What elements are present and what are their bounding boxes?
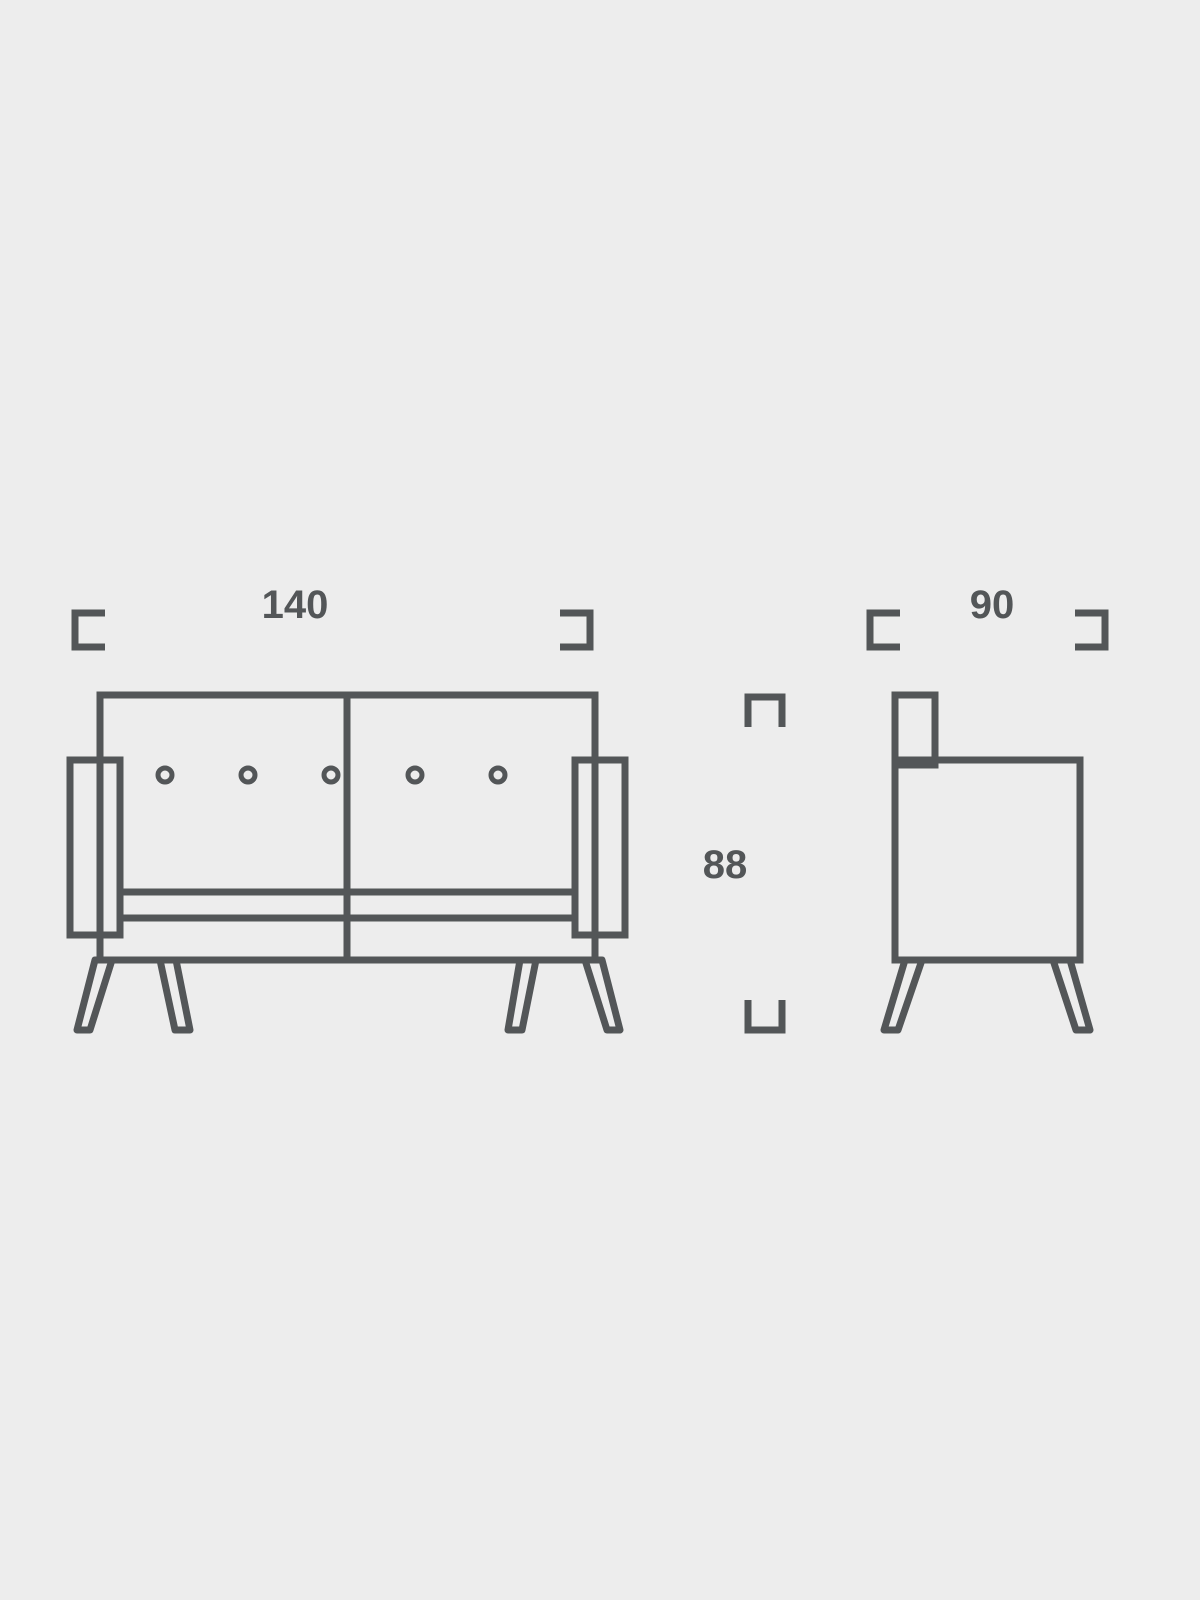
sofa-dimension-diagram: 140 90 88 [0,0,1200,1600]
sofa-front-view [70,695,625,1030]
tuft-button [408,768,422,782]
sofa-side-view [884,695,1090,1030]
tuft-button [241,768,255,782]
tuft-button [491,768,505,782]
sofa-leg [508,960,536,1030]
dim-width-label: 140 [262,583,329,627]
sofa-leg [585,960,620,1030]
dim-height-label: 88 [703,843,748,887]
dim-depth: 90 [867,583,1109,647]
sofa-leg [1053,960,1090,1030]
tuft-button [324,768,338,782]
sofa-leg [160,960,190,1030]
dim-depth-label: 90 [970,583,1015,627]
dim-width: 140 [72,583,594,647]
dim-height: 88 [703,694,782,1034]
sofa-leg [77,960,112,1030]
tuft-button [158,768,172,782]
sofa-leg [884,960,922,1030]
